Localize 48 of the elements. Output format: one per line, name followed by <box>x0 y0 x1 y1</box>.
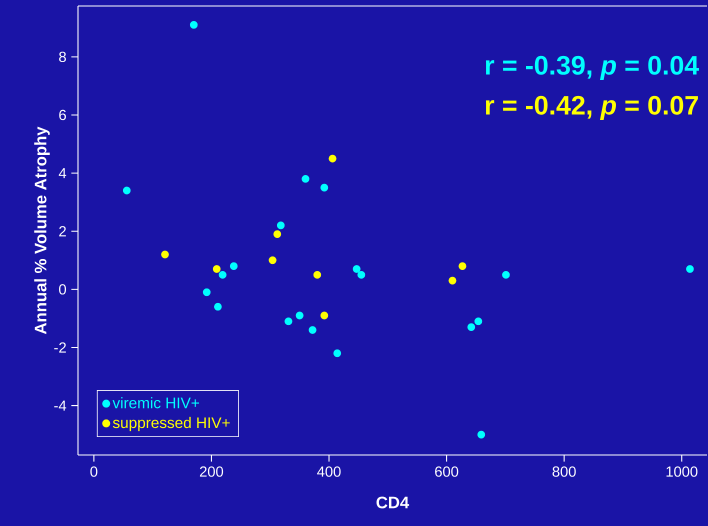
x-tick-label: 200 <box>200 466 224 477</box>
x-tick-label: 0 <box>90 466 98 477</box>
point <box>313 270 322 279</box>
point <box>352 265 361 273</box>
y-tick-label: 4 <box>58 168 66 178</box>
legend-label: viremic HIV+ <box>112 397 200 408</box>
point <box>502 270 510 279</box>
point <box>161 250 169 258</box>
legend-label: suppressed HIV+ <box>112 416 230 432</box>
y-tick-label: 8 <box>59 52 66 62</box>
y-tick-label: 0 <box>59 284 66 295</box>
point <box>214 302 222 311</box>
x-tick-label: 800 <box>552 466 576 477</box>
y-tick-label: 6 <box>59 110 66 120</box>
point <box>302 175 310 183</box>
x-tick-label: 400 <box>317 466 341 477</box>
point <box>190 21 198 29</box>
point <box>273 230 282 238</box>
y-tick-label: -4 <box>54 400 66 411</box>
point <box>333 349 342 358</box>
point <box>357 270 366 279</box>
x-axis-title: CD4 <box>376 496 410 508</box>
point <box>686 265 694 273</box>
annotation: r = -0.42, p = 0.07 <box>486 96 698 120</box>
point <box>202 288 211 296</box>
y-tick-label: 2 <box>59 226 66 236</box>
point <box>467 323 476 331</box>
point <box>212 265 221 273</box>
point <box>122 186 131 194</box>
point <box>320 312 328 320</box>
point <box>320 184 328 192</box>
point <box>230 262 238 270</box>
point <box>328 154 336 162</box>
y-axis-title: Annual % Volume Atrophy <box>34 126 50 334</box>
point <box>268 256 276 264</box>
point <box>448 276 456 285</box>
point <box>308 326 316 334</box>
point <box>477 430 486 439</box>
point <box>296 312 304 320</box>
point <box>284 317 292 326</box>
point <box>458 262 466 270</box>
x-tick-label: 600 <box>435 466 458 477</box>
point <box>218 270 226 279</box>
point <box>474 317 482 326</box>
annotation: r = -0.39, p = 0.04 <box>486 56 699 80</box>
y-tick-label: -2 <box>54 342 66 353</box>
x-tick-label: 1000 <box>666 466 698 477</box>
point <box>276 222 285 230</box>
